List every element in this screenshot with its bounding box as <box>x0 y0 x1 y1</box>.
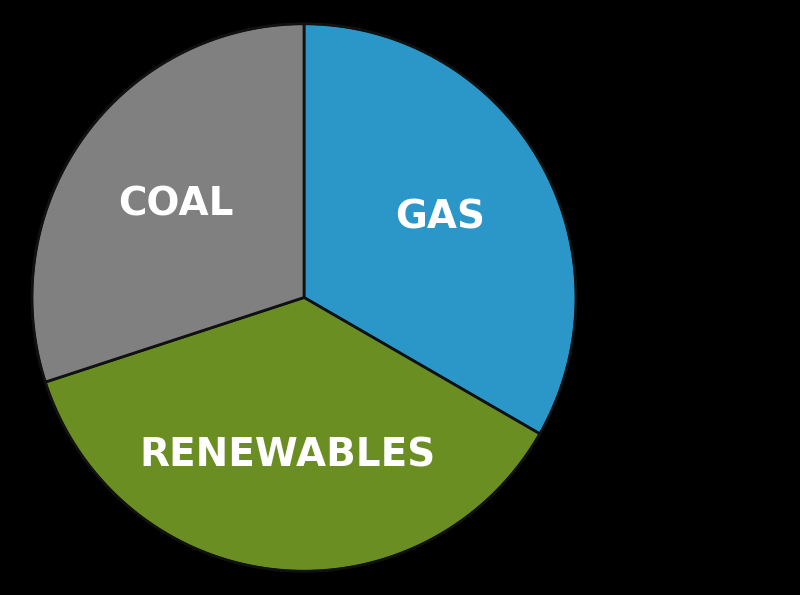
Polygon shape <box>304 24 576 434</box>
Text: RENEWABLES: RENEWABLES <box>139 436 436 474</box>
Polygon shape <box>32 24 304 382</box>
Text: COAL: COAL <box>118 185 234 223</box>
Text: GAS: GAS <box>395 199 486 237</box>
Polygon shape <box>46 298 540 571</box>
